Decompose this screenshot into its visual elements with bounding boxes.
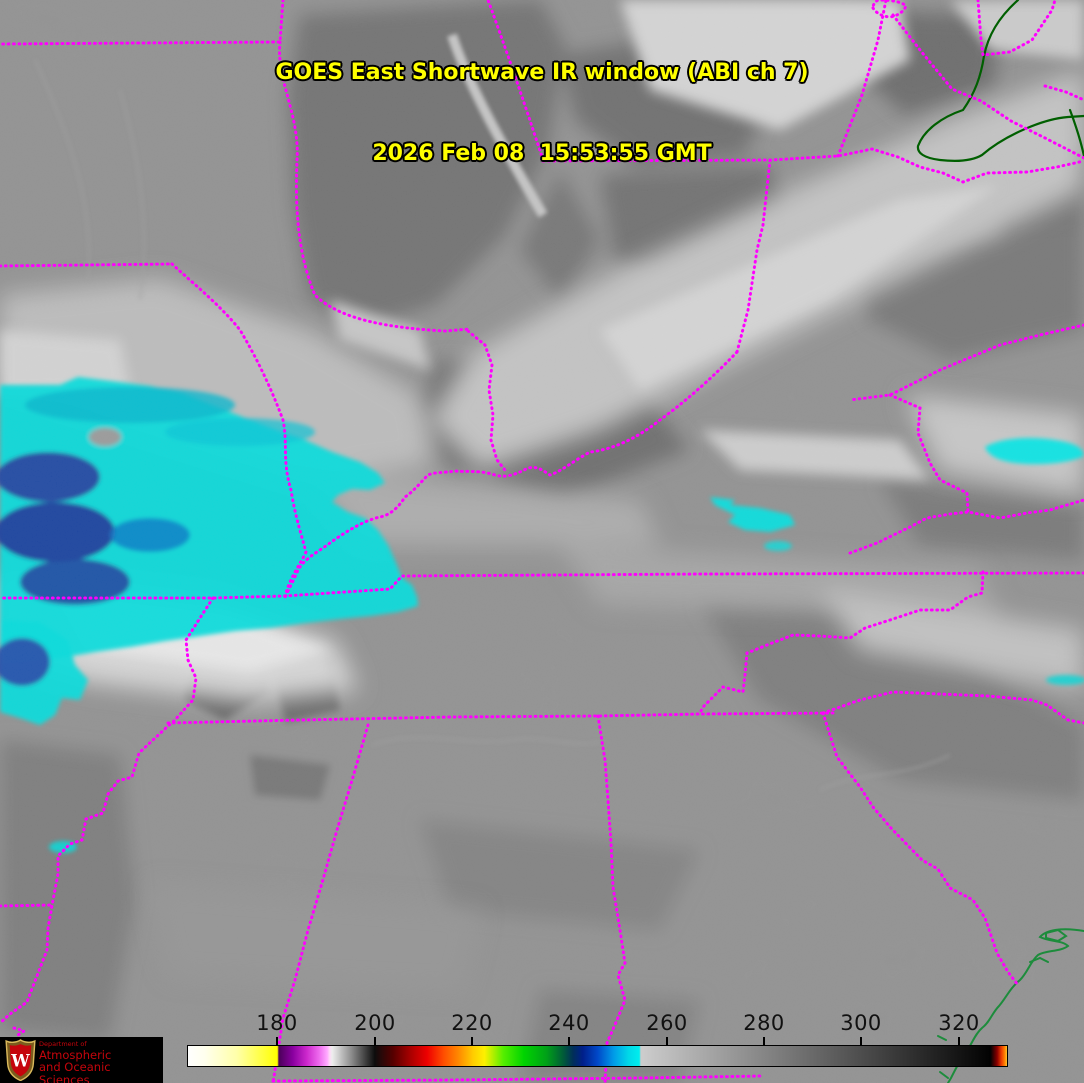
colorbar-tick-label: 180 xyxy=(256,1011,298,1035)
colorbar-tickmark xyxy=(666,1037,668,1045)
colorbar-tick-label: 240 xyxy=(548,1011,590,1035)
colorbar-tick-label: 200 xyxy=(354,1011,396,1035)
logo-text: Department of Atmospheric and Oceanic Sc… xyxy=(39,1041,163,1083)
colorbar-tickmark xyxy=(568,1037,570,1045)
colorbar-tick-label: 320 xyxy=(938,1011,980,1035)
logo-department-line: Department of xyxy=(39,1040,87,1048)
temperature-colorbar xyxy=(187,1045,1008,1067)
aos-logo: W Department of Atmospheric and Oceanic … xyxy=(0,1037,163,1083)
title-block: GOES East Shortwave IR window (ABI ch 7)… xyxy=(0,5,1084,194)
colorbar-tickmark xyxy=(763,1037,765,1045)
image-title: GOES East Shortwave IR window (ABI ch 7) xyxy=(275,60,809,85)
colorbar-tickmark xyxy=(958,1037,960,1045)
colorbar-tickmark xyxy=(374,1037,376,1045)
colorbar-tickmark xyxy=(276,1037,278,1045)
colorbar-tickmark xyxy=(860,1037,862,1045)
colorbar-tick-label: 260 xyxy=(646,1011,688,1035)
logo-name-line2: and Oceanic Sciences xyxy=(39,1060,111,1083)
crest-monogram: W xyxy=(10,1052,30,1071)
colorbar-tick-label: 300 xyxy=(840,1011,882,1035)
colorbar-tick-label: 220 xyxy=(451,1011,493,1035)
colorbar-tickmark xyxy=(471,1037,473,1045)
uw-crest-icon: W xyxy=(5,1039,36,1081)
great-lakes-coastline xyxy=(916,0,1084,163)
logo-name-line1: Atmospheric xyxy=(39,1048,112,1062)
image-timestamp: 2026 Feb 08 15:53:55 GMT xyxy=(372,141,712,166)
colorbar-tick-label: 280 xyxy=(743,1011,785,1035)
